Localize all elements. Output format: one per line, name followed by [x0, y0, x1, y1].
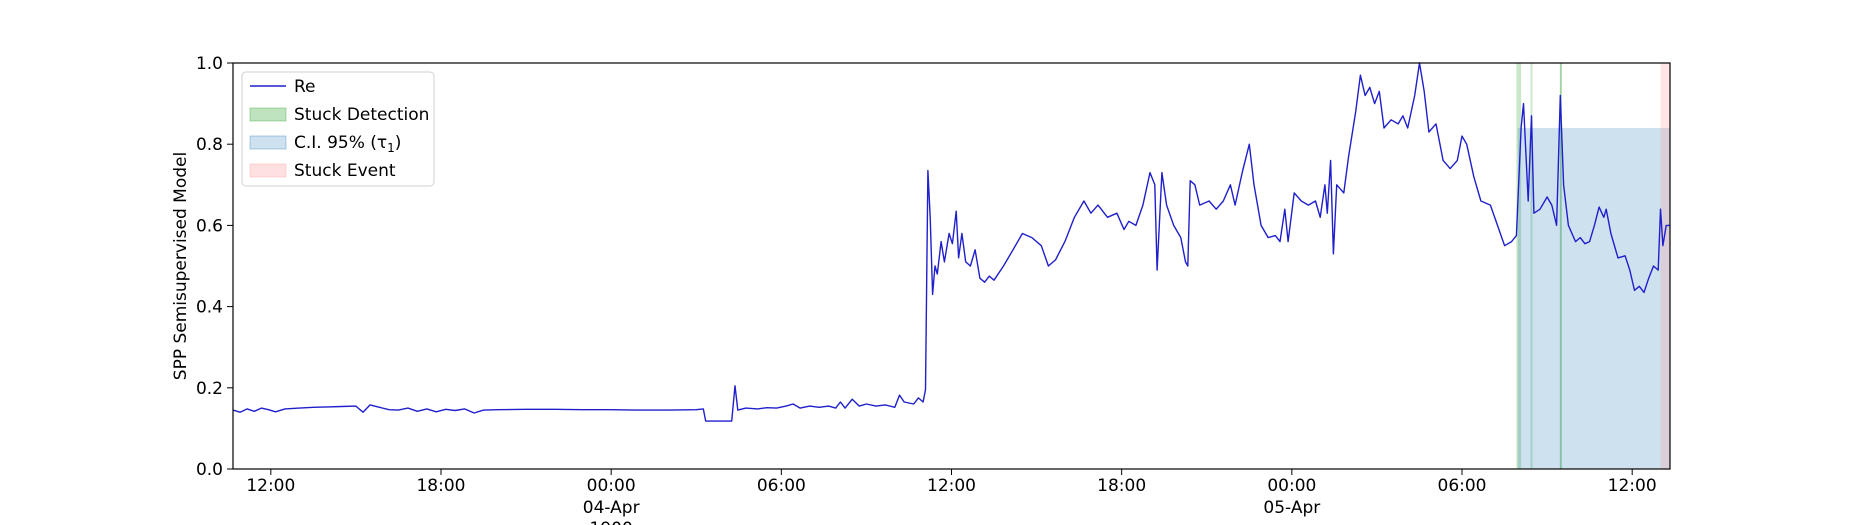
y-tick-label: 0.6 — [196, 216, 223, 236]
y-axis-title: SPP Semisupervised Model — [171, 152, 191, 380]
legend-label: Re — [294, 77, 316, 97]
span-stuck-detection-1 — [1530, 63, 1533, 469]
x-tick-label: 12:00 — [246, 476, 295, 496]
legend-label: C.I. 95% (τ1) — [294, 133, 401, 155]
span-stuck-detection-0 — [1516, 63, 1522, 469]
legend-patch-swatch — [249, 135, 287, 150]
series-line-re — [232, 62, 1670, 422]
x-tick-label: 18:00 — [416, 476, 465, 496]
y-tick-label: 0.0 — [196, 460, 223, 480]
y-axis: 0.0 0.2 0.4 0.6 0.8 1.0 — [196, 54, 233, 480]
series-layer — [232, 62, 1670, 422]
plot-frame — [232, 62, 1671, 470]
span-stuck-event-4 — [1660, 63, 1670, 469]
legend-patch-swatch — [249, 107, 287, 122]
y-tick-label: 0.2 — [196, 379, 223, 399]
span-c-i-95--3 — [1517, 127, 1670, 470]
x-tick-label: 12:00 — [927, 476, 976, 496]
y-tick-label: 1.0 — [196, 54, 223, 74]
legend: Re Stuck Detection C.I. 95% (τ1) Stuck Even… — [241, 71, 435, 187]
legend-patch-swatch — [249, 163, 287, 178]
y-tick-label: 0.8 — [196, 135, 223, 155]
x-tick-sublabel: 05-Apr — [1263, 498, 1320, 518]
x-tick-label: 06:00 — [757, 476, 806, 496]
legend-label: Stuck Detection — [294, 105, 429, 125]
x-axis: 12:0018:0000:0004-Apr190006:0012:0018:00… — [246, 469, 1657, 525]
legend-label: Stuck Event — [294, 161, 396, 181]
x-tick-label: 12:00 — [1608, 476, 1657, 496]
x-tick-sublabel: 1900 — [590, 519, 633, 525]
y-tick-label: 0.4 — [196, 298, 223, 318]
x-tick-label: 06:00 — [1438, 476, 1487, 496]
x-tick-label: 18:00 — [1097, 476, 1146, 496]
x-tick-label: 00:00 — [587, 476, 636, 496]
highlight-spans — [1516, 63, 1670, 470]
span-stuck-detection-2 — [1559, 63, 1562, 469]
x-tick-label: 00:00 — [1267, 476, 1316, 496]
legend-box — [241, 71, 435, 187]
x-tick-sublabel: 04-Apr — [583, 498, 640, 518]
